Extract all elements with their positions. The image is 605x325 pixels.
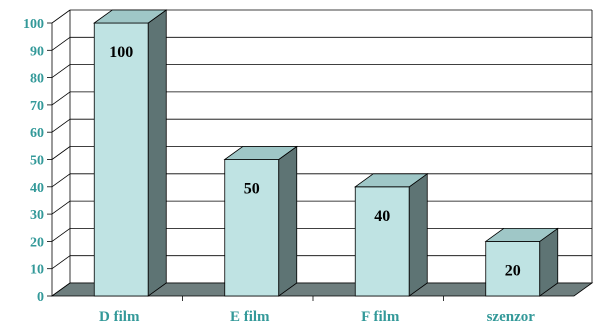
y-tick-label: 0 [37, 290, 44, 305]
bar-side [409, 174, 427, 296]
x-category-label: E film [230, 309, 270, 325]
y-tick-label: 90 [30, 44, 44, 59]
data-label: 40 [374, 208, 390, 225]
y-tick-label: 10 [30, 263, 44, 278]
y-tick-label: 100 [23, 17, 44, 32]
y-tick-label: 30 [30, 208, 44, 223]
bar-side [148, 10, 166, 296]
y-tick-label: 70 [30, 99, 44, 114]
side-wall-line [52, 119, 70, 132]
side-wall-line [52, 147, 70, 160]
data-label: 100 [109, 44, 133, 61]
side-wall-line [52, 65, 70, 78]
y-tick-label: 50 [30, 154, 44, 169]
side-wall-line [52, 92, 70, 105]
y-tick-label: 80 [30, 72, 44, 87]
side-wall-line [52, 174, 70, 187]
x-category-label: szenzor [487, 309, 536, 325]
y-tick-label: 40 [30, 181, 44, 196]
y-tick-label: 60 [30, 126, 44, 141]
x-category-label: D film [99, 309, 140, 325]
x-category-label: F film [361, 309, 400, 325]
y-tick-label: 20 [30, 235, 44, 250]
side-wall-line [52, 37, 70, 50]
side-wall-line [52, 228, 70, 241]
side-wall-line [52, 201, 70, 214]
side-wall-line [52, 256, 70, 269]
side-wall-line [52, 10, 70, 23]
bar [94, 23, 148, 296]
bar [355, 187, 409, 296]
data-label: 20 [505, 262, 521, 279]
data-label: 50 [244, 181, 260, 198]
bar-side [279, 147, 297, 297]
